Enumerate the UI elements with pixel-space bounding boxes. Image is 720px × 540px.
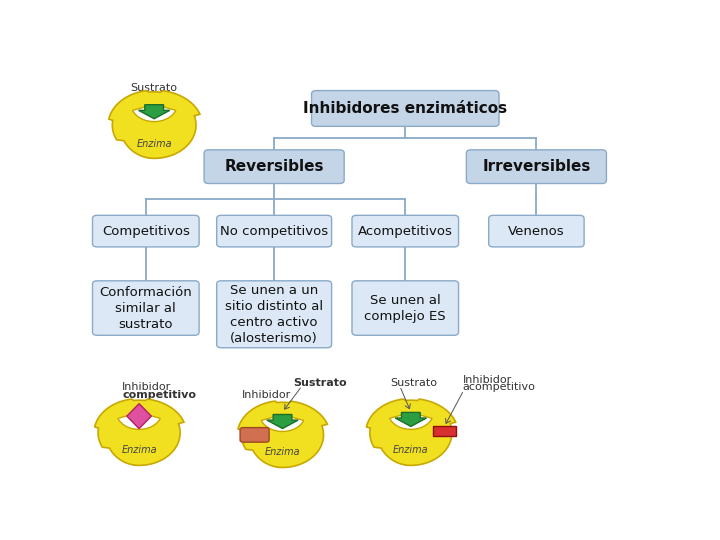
Text: Sustrato: Sustrato	[294, 378, 347, 388]
Text: Enzima: Enzima	[393, 446, 428, 455]
Text: Venenos: Venenos	[508, 225, 564, 238]
Polygon shape	[94, 399, 184, 465]
FancyBboxPatch shape	[204, 150, 344, 184]
FancyBboxPatch shape	[217, 281, 332, 348]
Text: Sustrato: Sustrato	[130, 83, 178, 93]
FancyBboxPatch shape	[217, 215, 332, 247]
Text: Acompetitivos: Acompetitivos	[358, 225, 453, 238]
Polygon shape	[138, 105, 170, 119]
Text: No competitivos: No competitivos	[220, 225, 328, 238]
FancyBboxPatch shape	[352, 215, 459, 247]
Text: Enzima: Enzima	[265, 447, 300, 457]
Text: Irreversibles: Irreversibles	[482, 159, 590, 174]
Bar	[433, 426, 456, 436]
Text: Reversibles: Reversibles	[225, 159, 324, 174]
Wedge shape	[261, 415, 304, 431]
Polygon shape	[127, 404, 151, 429]
FancyBboxPatch shape	[489, 215, 584, 247]
FancyBboxPatch shape	[352, 281, 459, 335]
FancyBboxPatch shape	[467, 150, 606, 184]
Polygon shape	[366, 399, 456, 465]
Polygon shape	[238, 401, 328, 468]
Text: Enzima: Enzima	[121, 446, 157, 455]
Text: Se unen al
complejo ES: Se unen al complejo ES	[364, 294, 446, 322]
Text: Conformación
similar al
sustrato: Conformación similar al sustrato	[99, 286, 192, 330]
Wedge shape	[390, 413, 432, 429]
Text: competitivo: competitivo	[122, 389, 197, 400]
Text: Inhibidor: Inhibidor	[242, 390, 291, 400]
Polygon shape	[395, 413, 426, 427]
Wedge shape	[132, 104, 176, 122]
Polygon shape	[109, 91, 200, 158]
Text: Enzima: Enzima	[136, 139, 172, 149]
FancyBboxPatch shape	[92, 281, 199, 335]
Text: Inhibidores enzimáticos: Inhibidores enzimáticos	[303, 101, 508, 116]
FancyBboxPatch shape	[240, 428, 269, 442]
Polygon shape	[267, 415, 298, 429]
FancyBboxPatch shape	[312, 91, 499, 126]
Text: Sustrato: Sustrato	[390, 378, 437, 388]
Text: Inhibidor: Inhibidor	[463, 375, 512, 385]
Wedge shape	[118, 413, 161, 429]
Text: acompetitivo: acompetitivo	[463, 382, 536, 392]
Text: Se unen a un
sitio distinto al
centro activo
(alosterismo): Se unen a un sitio distinto al centro ac…	[225, 284, 323, 345]
Text: Inhibidor: Inhibidor	[122, 382, 171, 392]
Text: Competitivos: Competitivos	[102, 225, 190, 238]
FancyBboxPatch shape	[92, 215, 199, 247]
